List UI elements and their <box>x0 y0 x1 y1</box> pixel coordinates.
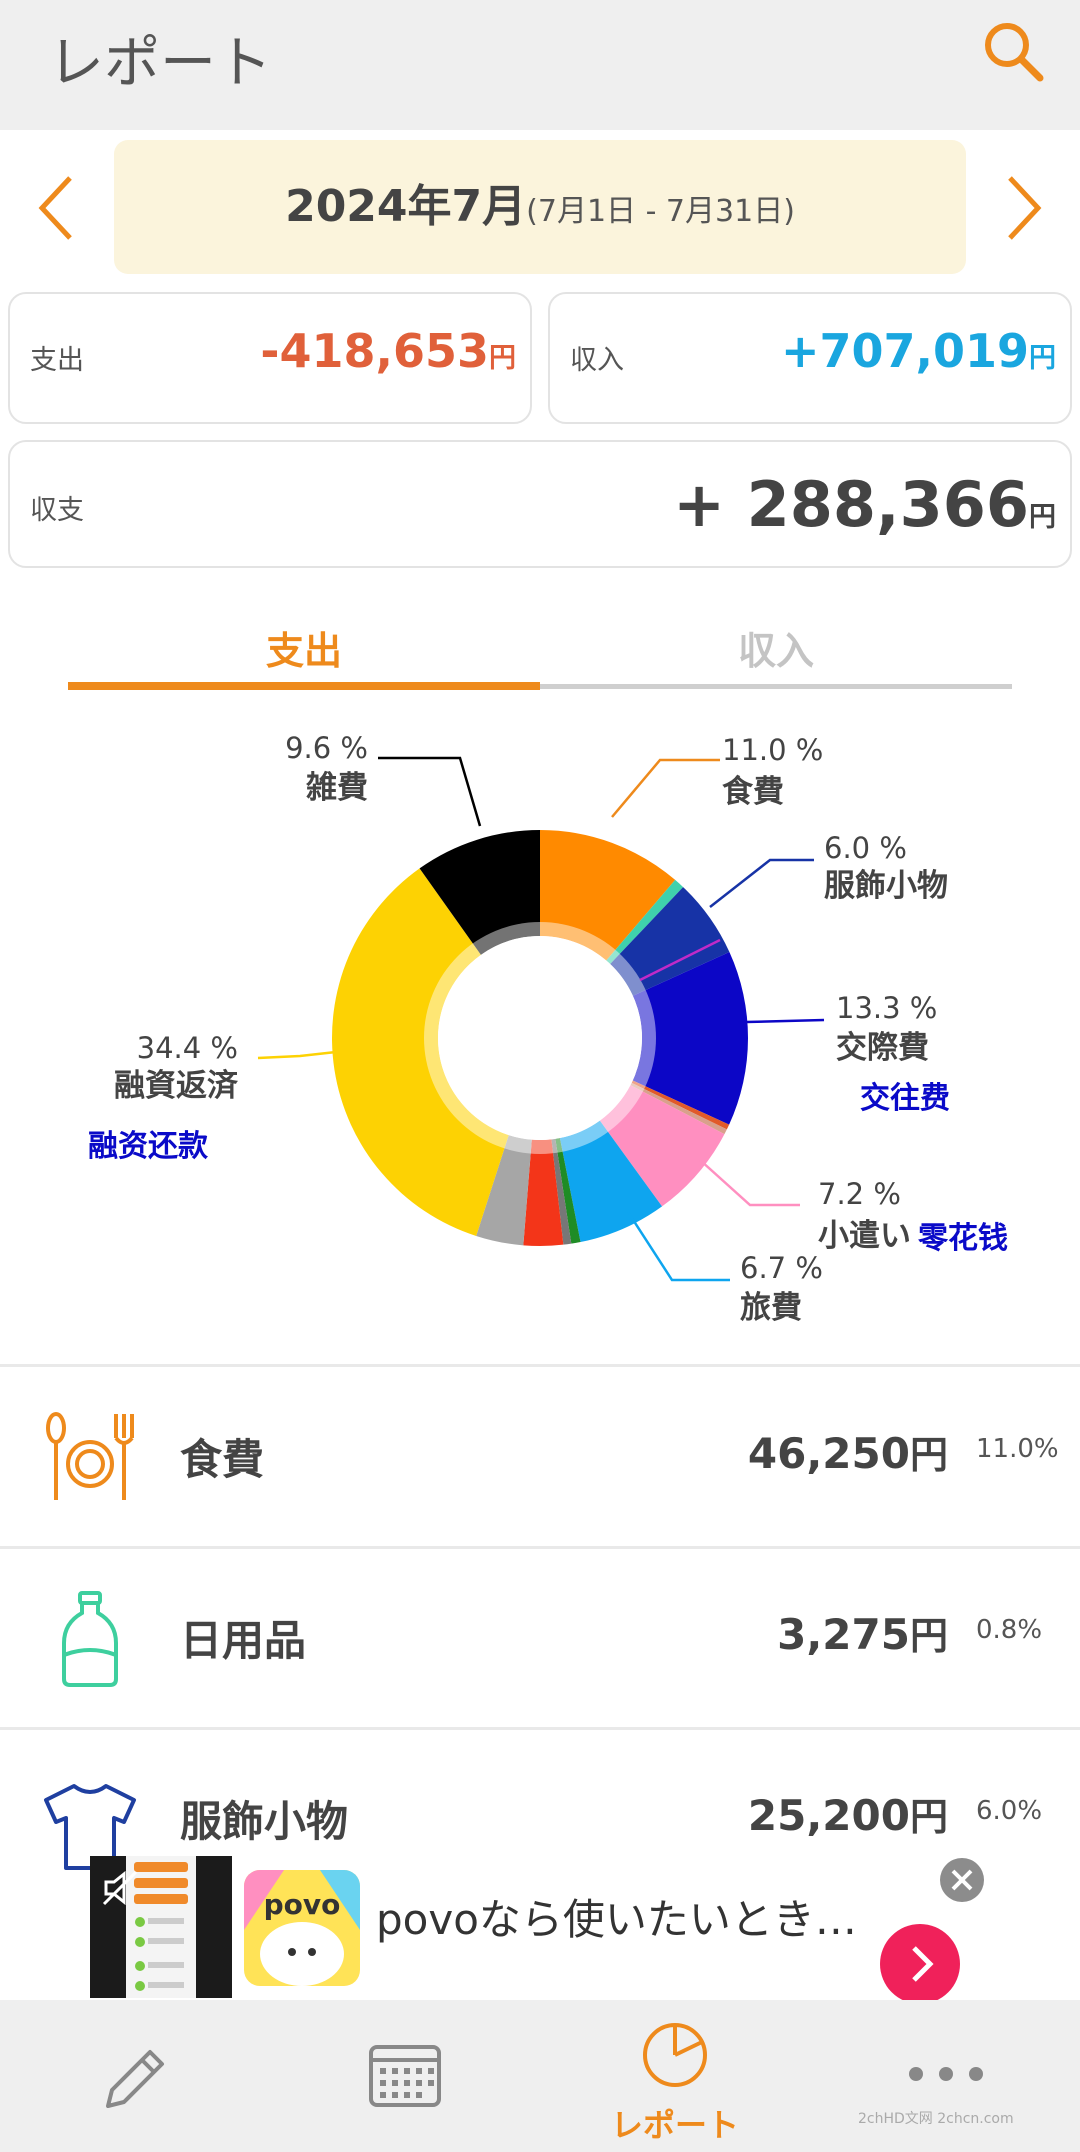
tab-expense[interactable]: 支出 <box>265 629 342 673</box>
chevron-right-icon[interactable] <box>880 1924 960 2004</box>
category-percent: 0.8% <box>976 1615 1043 1645</box>
nav-report-label: レポート <box>610 2106 739 2144</box>
category-amount: 25,200円 <box>747 1791 948 1840</box>
income-summary-card: 収入 +707,019円 <box>548 292 1072 424</box>
divider <box>0 1364 1080 1367</box>
month-display[interactable]: 2024年7月(7月1日 - 7月31日) <box>114 140 966 274</box>
slice-pct-label: 6.0 % <box>824 831 907 865</box>
slice-pct-label: 34.4 % <box>137 1031 238 1065</box>
expense-donut-chart: 11.0 % 食費 6.0 % 服飾小物 13.3 % 交際費 7.2 % 小遣… <box>88 731 1008 1326</box>
close-icon[interactable] <box>940 1858 984 1902</box>
top-app-bar: レポート <box>0 0 1080 130</box>
search-icon[interactable] <box>980 18 1046 84</box>
annotation-label: 融资还款 <box>88 1129 209 1164</box>
balance-label: 収支 <box>30 495 84 526</box>
expense-label: 支出 <box>30 345 84 376</box>
balance-amount: + 288,366円 <box>673 468 1056 541</box>
month-selector: 2024年7月(7月1日 - 7月31日) <box>0 140 1080 276</box>
donut-slice[interactable] <box>599 1085 725 1207</box>
income-label: 収入 <box>570 345 624 376</box>
slice-name-label: 交際費 <box>836 1030 929 1066</box>
donut-slice[interactable] <box>555 1138 581 1244</box>
slice-pct-label: 13.3 % <box>836 991 937 1025</box>
category-row-food[interactable]: 食費 46,250円 11.0% <box>0 1368 1080 1546</box>
nav-input[interactable] <box>0 2000 270 2152</box>
nav-more[interactable] <box>810 2000 1080 2152</box>
chevron-right-icon[interactable] <box>998 170 1048 246</box>
expense-summary-card: 支出 -418,653円 <box>8 292 532 424</box>
month-label: 2024年7月 <box>285 181 527 232</box>
category-percent: 11.0% <box>976 1434 1059 1464</box>
divider <box>0 1546 1080 1549</box>
cutlery-icon <box>46 1412 134 1500</box>
ad-video-thumbnail[interactable] <box>90 1856 232 1998</box>
calendar-icon <box>369 2045 441 2107</box>
bottom-navigation: レポート 2chHD文网 2chcn.com <box>0 2000 1080 2152</box>
donut-slice[interactable] <box>630 1082 727 1135</box>
donut-slice[interactable] <box>523 1139 564 1246</box>
donut-slice[interactable] <box>606 879 684 964</box>
annotation-label: 零花钱 <box>918 1221 1008 1256</box>
donut-slice[interactable] <box>559 1120 663 1243</box>
slice-name-label: 小遣い <box>818 1218 911 1254</box>
annotation-label: 交往费 <box>860 1081 950 1116</box>
slice-name-label: 旅費 <box>740 1290 802 1326</box>
tshirt-icon <box>44 1784 136 1870</box>
category-row-daily-goods[interactable]: 日用品 3,275円 0.8% <box>0 1549 1080 1727</box>
donut-slice[interactable] <box>332 868 509 1236</box>
nav-calendar[interactable] <box>270 2000 540 2152</box>
slice-name-label: 服飾小物 <box>824 868 948 904</box>
pencil-icon <box>106 2050 164 2108</box>
ad-banner[interactable]: povo povoなら使いたいとき… <box>90 1856 990 2004</box>
donut-slice[interactable] <box>419 830 540 955</box>
category-name: 服飾小物 <box>180 1797 349 1846</box>
bottle-icon <box>62 1591 118 1687</box>
balance-summary-card: 収支 + 288,366円 <box>8 440 1072 568</box>
category-name: 日用品 <box>180 1616 307 1665</box>
ad-headline[interactable]: povoなら使いたいとき… <box>376 1895 857 1944</box>
expense-amount: -418,653円 <box>260 324 516 378</box>
category-amount: 3,275円 <box>777 1610 948 1659</box>
watermark-text: 2chHD文网 2chcn.com <box>858 2111 1014 2127</box>
slice-pct-label: 6.7 % <box>740 1251 823 1285</box>
slice-pct-label: 9.6 % <box>285 731 368 765</box>
pie-chart-icon <box>643 2023 707 2087</box>
tab-active-indicator <box>68 682 540 690</box>
donut-slice[interactable] <box>551 1138 572 1245</box>
category-amount: 46,250円 <box>747 1429 948 1478</box>
category-percent: 6.0% <box>976 1796 1043 1826</box>
category-name: 食費 <box>180 1435 265 1484</box>
category-row-clothing[interactable]: 服飾小物 25,200円 6.0% <box>0 1730 1080 1908</box>
slice-pct-label: 11.0 % <box>722 733 823 767</box>
page-title: レポート <box>48 31 272 96</box>
tab-income[interactable]: 収入 <box>737 629 814 673</box>
slice-name-label: 食費 <box>722 774 784 810</box>
donut-slice[interactable] <box>610 887 730 996</box>
slice-pct-label: 7.2 % <box>818 1177 901 1211</box>
slice-name-label: 融資返済 <box>114 1068 239 1104</box>
income-amount: +707,019円 <box>780 324 1056 378</box>
divider <box>0 1727 1080 1730</box>
donut-slice[interactable] <box>632 952 749 1125</box>
tab-underline <box>540 684 1012 689</box>
donut-slice[interactable] <box>540 830 676 961</box>
report-tabs: 支出 収入 <box>68 620 1012 690</box>
chevron-left-icon[interactable] <box>32 170 82 246</box>
month-range: (7月1日 - 7月31日) <box>526 194 795 229</box>
donut-slice[interactable] <box>476 1135 532 1246</box>
mute-icon[interactable] <box>100 1868 140 1908</box>
more-icon <box>909 2067 983 2081</box>
povo-logo: povo <box>244 1870 360 1986</box>
donut-slice[interactable] <box>631 1080 730 1130</box>
nav-report[interactable]: レポート <box>540 2000 810 2152</box>
slice-name-label: 雑費 <box>305 770 368 806</box>
svg-text:povo: povo <box>264 1888 341 1921</box>
